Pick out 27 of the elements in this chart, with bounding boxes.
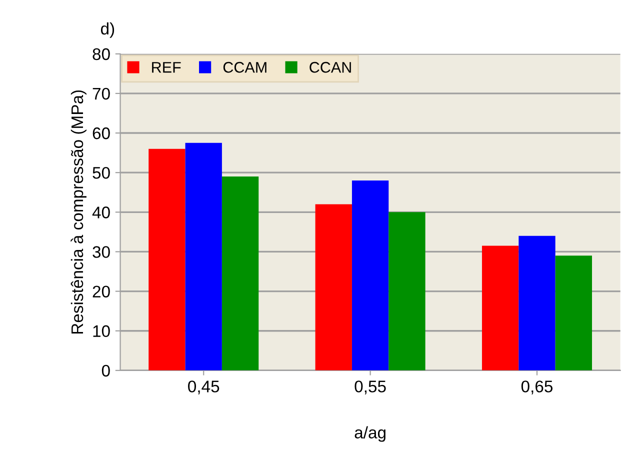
bar	[518, 236, 556, 370]
bar	[482, 246, 519, 370]
chart-title: d)	[100, 22, 114, 38]
y-tick-label: 0	[102, 364, 110, 377]
y-tick-label: 50	[92, 166, 110, 179]
y-tick-label: 70	[92, 88, 110, 100]
bar	[352, 180, 389, 370]
bar	[148, 148, 186, 370]
bar	[315, 204, 352, 370]
y-tick-label: 10	[93, 325, 110, 338]
x-axis-title: a/ag	[354, 426, 386, 442]
legend-label: REF	[152, 62, 181, 73]
y-tick-label: 40	[92, 206, 110, 218]
legend-label: CCAN	[310, 62, 351, 73]
y-tick-label: 80	[92, 48, 110, 60]
x-tick-label: 0,55	[354, 380, 386, 394]
legend-label: CCAM	[223, 62, 266, 73]
y-tick-label: 60	[92, 127, 110, 140]
bar	[555, 256, 592, 370]
y-tick-label: 30	[92, 246, 110, 258]
bar	[388, 212, 426, 370]
x-tick-label: 0,45	[188, 380, 220, 394]
x-tick-label: 0,65	[521, 380, 553, 394]
bar	[185, 142, 222, 370]
y-tick-label: 20	[92, 286, 110, 298]
y-axis-title: Resistência à compressão (MPa)	[70, 90, 86, 334]
bar	[222, 176, 259, 370]
